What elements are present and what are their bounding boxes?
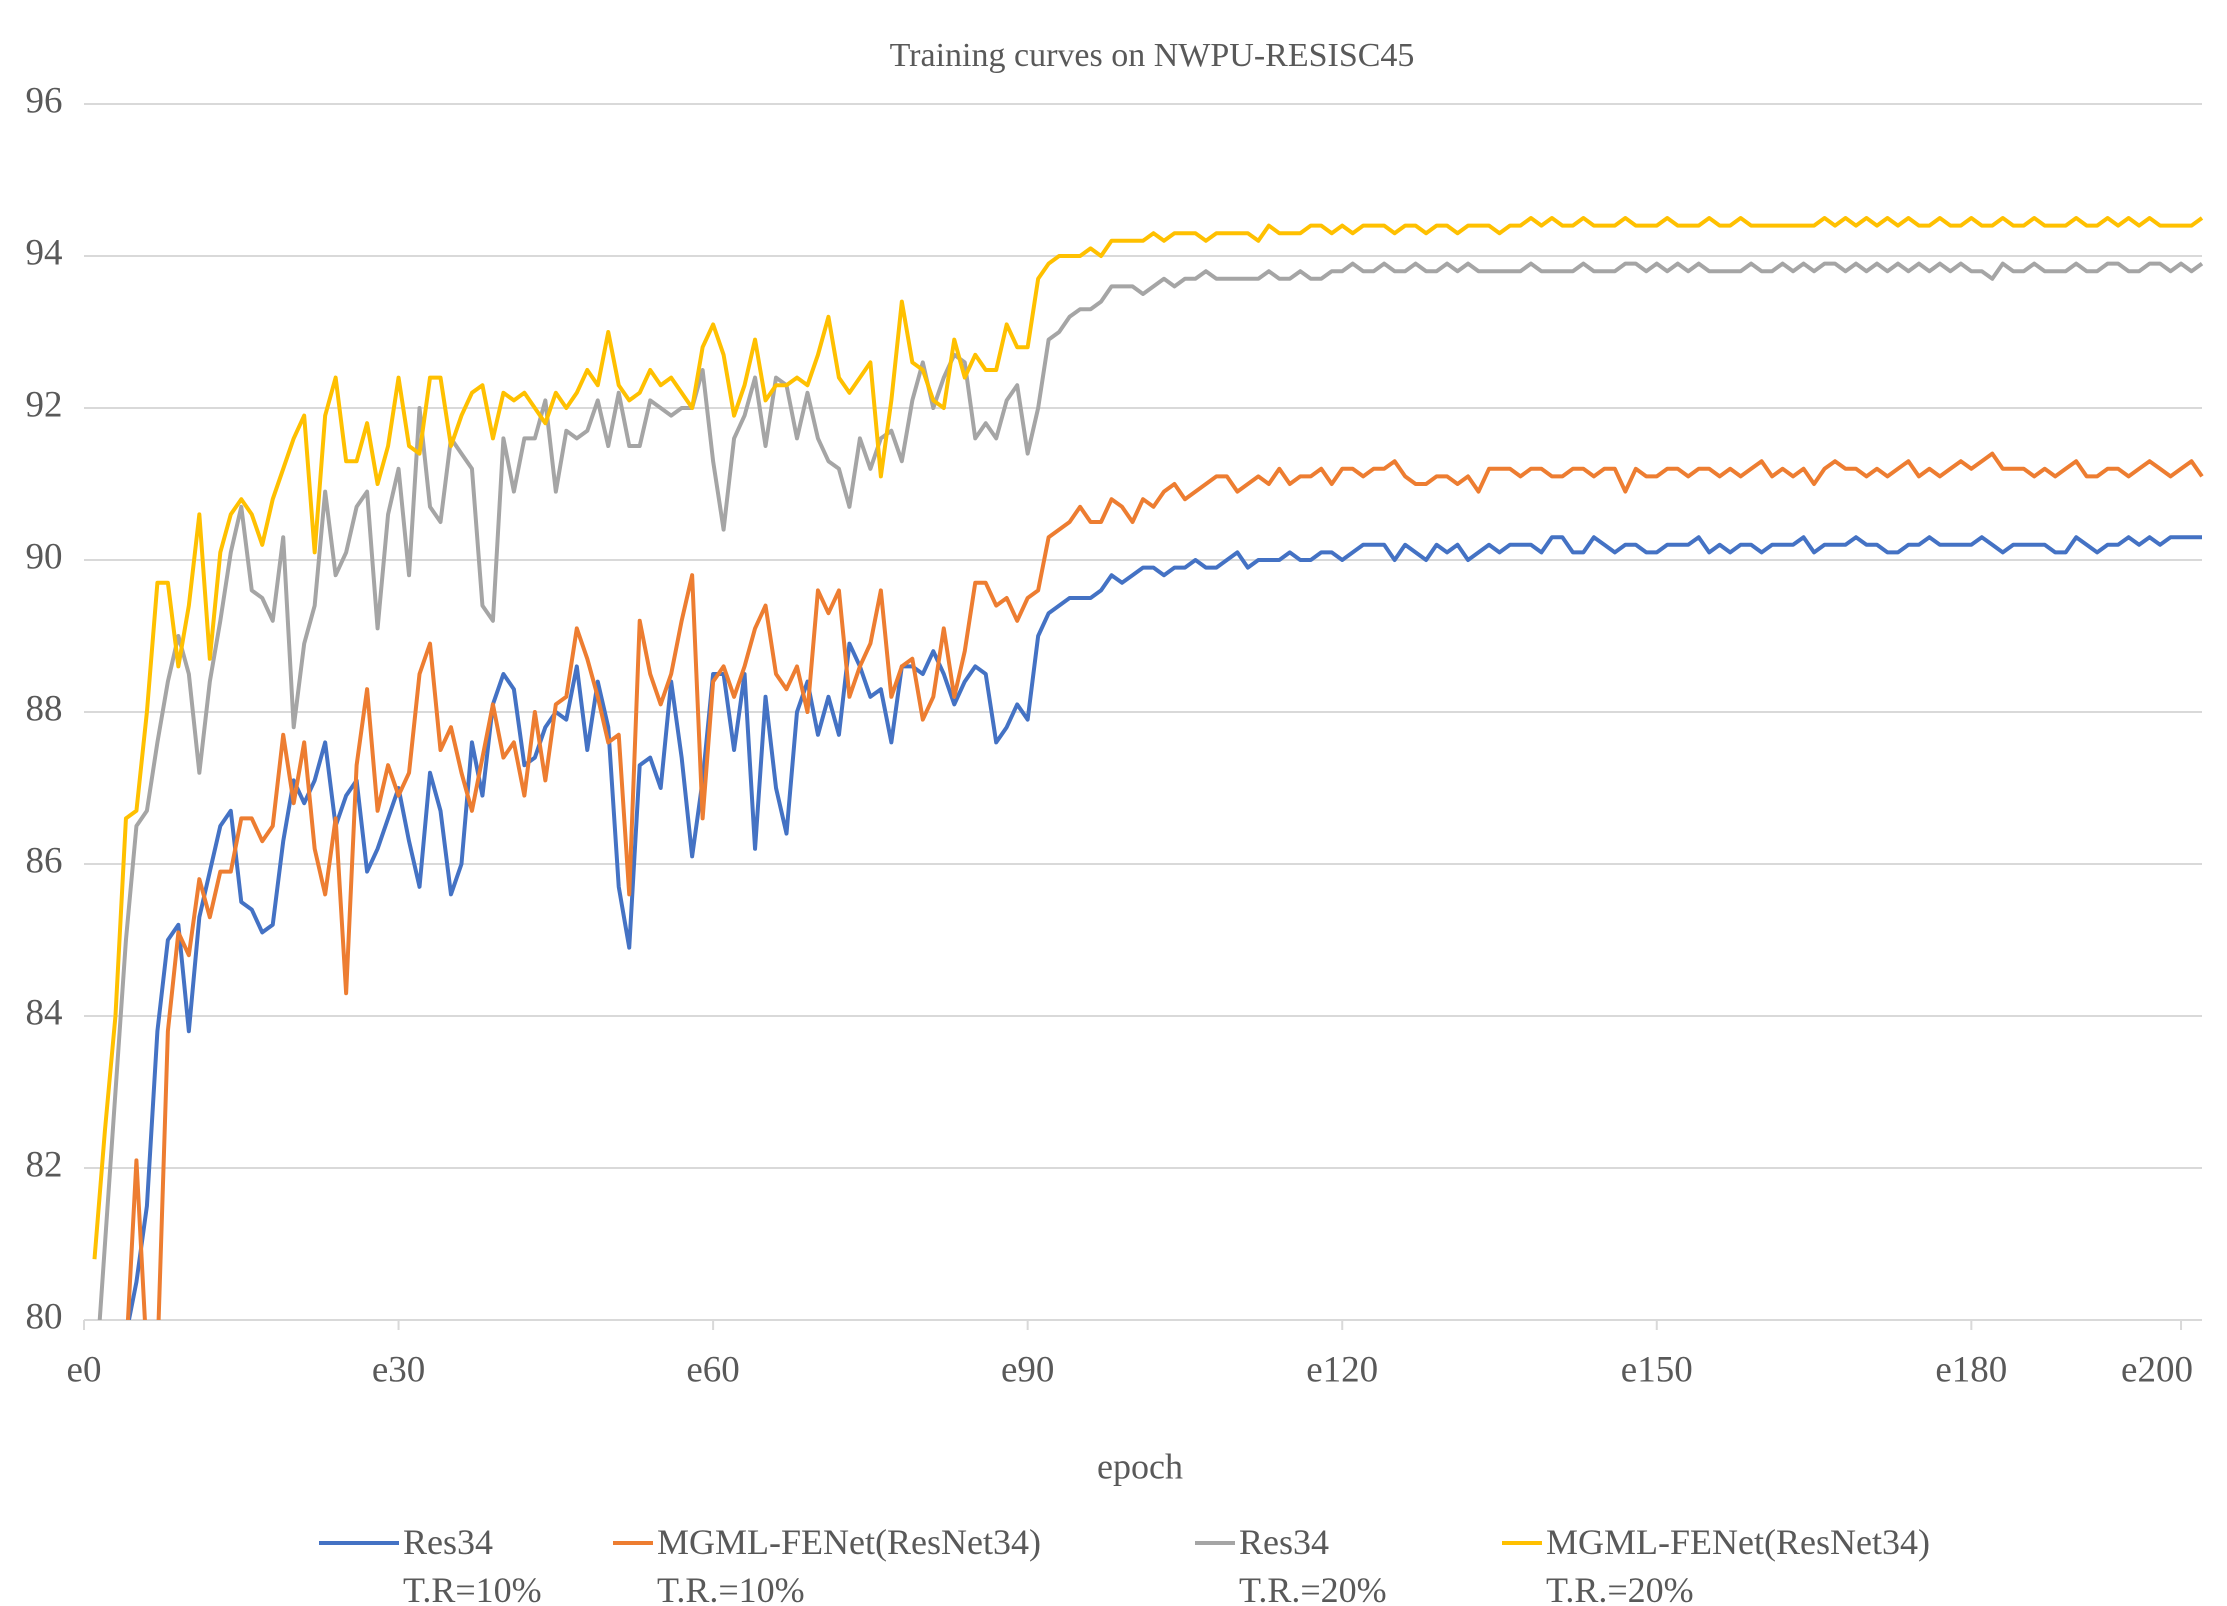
legend-swatch	[1502, 1541, 1542, 1545]
y-tick-label: 92	[26, 384, 63, 425]
y-tick-label: 80	[26, 1296, 63, 1337]
y-tick-label: 94	[26, 232, 63, 273]
y-tick-label: 86	[26, 840, 63, 881]
series-line	[126, 535, 2202, 1320]
legend-swatch	[319, 1541, 399, 1545]
legend-swatch	[1195, 1541, 1235, 1545]
x-tick-label: e120	[1306, 1349, 1378, 1390]
x-tick-label: e60	[686, 1349, 739, 1390]
legend-swatch	[613, 1541, 653, 1545]
series-line	[92, 216, 2204, 1260]
x-tick-label: e150	[1621, 1349, 1693, 1390]
x-tick-label: e200	[2121, 1349, 2193, 1390]
y-tick-label: 96	[26, 80, 63, 121]
y-tick-label: 84	[26, 992, 63, 1033]
legend-label: MGML-FENet(ResNet34) T.R.=20%	[1546, 1522, 1930, 1606]
x-tick-label: e180	[1935, 1349, 2007, 1390]
series-line	[125, 451, 2204, 1320]
chart-title: Training curves on NWPU-RESISC45	[890, 37, 1415, 74]
y-tick-label: 90	[26, 536, 63, 577]
x-tick-label: e30	[372, 1349, 425, 1390]
legend-label: Res34 T.R.=20%	[1239, 1522, 1387, 1606]
series-line	[97, 261, 2204, 1320]
x-tick-label: e90	[1001, 1349, 1054, 1390]
x-axis-label: epoch	[1097, 1446, 1183, 1486]
x-tick-label: e0	[67, 1349, 102, 1390]
y-tick-label: 82	[26, 1144, 63, 1185]
legend-label: Res34 T.R=10%	[403, 1522, 542, 1606]
y-tick-label: 88	[26, 688, 63, 729]
legend-label: MGML-FENet(ResNet34) T.R.=10%	[657, 1522, 1041, 1606]
